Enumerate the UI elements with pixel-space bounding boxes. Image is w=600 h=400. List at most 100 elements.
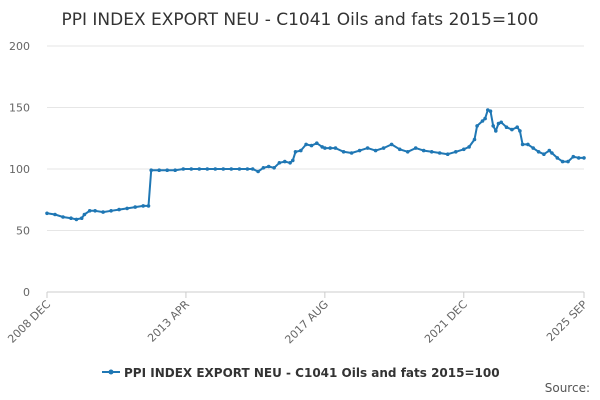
data-point[interactable] bbox=[181, 167, 186, 171]
data-point[interactable] bbox=[141, 204, 145, 208]
data-point[interactable] bbox=[109, 209, 113, 213]
data-point[interactable] bbox=[229, 167, 234, 171]
data-point[interactable] bbox=[349, 151, 354, 155]
legend[interactable]: PPI INDEX EXPORT NEU - C1041 Oils and fa… bbox=[102, 366, 500, 380]
data-point[interactable] bbox=[320, 145, 325, 149]
data-point[interactable] bbox=[197, 167, 202, 171]
data-point[interactable] bbox=[483, 116, 487, 121]
data-point[interactable] bbox=[520, 142, 525, 147]
data-point[interactable] bbox=[496, 121, 501, 126]
data-point[interactable] bbox=[74, 217, 79, 222]
data-point[interactable] bbox=[526, 142, 530, 147]
data-point[interactable] bbox=[256, 169, 260, 174]
data-point[interactable] bbox=[381, 146, 386, 150]
data-point[interactable] bbox=[272, 166, 276, 170]
data-point[interactable] bbox=[571, 154, 576, 159]
data-point[interactable] bbox=[518, 129, 522, 133]
data-point[interactable] bbox=[333, 146, 338, 150]
data-point[interactable] bbox=[576, 156, 581, 160]
data-point[interactable] bbox=[45, 211, 49, 216]
data-point[interactable] bbox=[531, 146, 535, 150]
data-point[interactable] bbox=[472, 137, 477, 142]
data-point[interactable] bbox=[165, 168, 169, 172]
chart-title: PPI INDEX EXPORT NEU - C1041 Oils and fa… bbox=[61, 10, 539, 30]
data-point[interactable] bbox=[205, 167, 210, 171]
data-point[interactable] bbox=[475, 124, 479, 128]
data-point[interactable] bbox=[261, 166, 266, 170]
data-point[interactable] bbox=[79, 216, 84, 220]
data-point[interactable] bbox=[283, 159, 287, 164]
data-point[interactable] bbox=[277, 161, 282, 165]
data-point[interactable] bbox=[69, 216, 73, 220]
data-point[interactable] bbox=[237, 167, 242, 171]
data-point[interactable] bbox=[397, 147, 402, 152]
data-point[interactable] bbox=[555, 156, 560, 160]
data-point[interactable] bbox=[429, 150, 434, 154]
y-tick-label: 200 bbox=[9, 40, 30, 53]
data-point[interactable] bbox=[304, 142, 308, 147]
series-line[interactable] bbox=[46, 109, 584, 221]
data-point[interactable] bbox=[357, 148, 362, 153]
data-point[interactable] bbox=[133, 205, 137, 209]
data-point[interactable] bbox=[421, 148, 426, 153]
legend-label[interactable]: PPI INDEX EXPORT NEU - C1041 Oils and fa… bbox=[124, 366, 500, 380]
data-point[interactable] bbox=[82, 212, 87, 217]
data-point[interactable] bbox=[93, 209, 97, 213]
data-point[interactable] bbox=[266, 164, 271, 169]
data-point[interactable] bbox=[437, 151, 442, 155]
data-point[interactable] bbox=[510, 127, 514, 132]
data-point[interactable] bbox=[542, 152, 546, 156]
data-point[interactable] bbox=[413, 146, 418, 150]
data-point[interactable] bbox=[53, 212, 57, 217]
data-point[interactable] bbox=[61, 215, 65, 219]
data-point[interactable] bbox=[288, 161, 292, 165]
data-point[interactable] bbox=[299, 148, 303, 153]
data-point[interactable] bbox=[405, 150, 410, 154]
data-point[interactable] bbox=[566, 159, 570, 164]
data-point[interactable] bbox=[173, 168, 177, 172]
data-point[interactable] bbox=[221, 167, 226, 171]
data-point[interactable] bbox=[323, 146, 327, 150]
data-point[interactable] bbox=[146, 204, 151, 208]
data-point[interactable] bbox=[157, 168, 161, 172]
data-point[interactable] bbox=[560, 159, 565, 164]
data-point[interactable] bbox=[494, 129, 498, 133]
data-point[interactable] bbox=[486, 108, 490, 112]
data-point[interactable] bbox=[328, 146, 333, 150]
data-point[interactable] bbox=[341, 150, 346, 154]
data-point[interactable] bbox=[488, 109, 493, 113]
gridlines bbox=[47, 45, 584, 293]
data-point[interactable] bbox=[547, 148, 552, 153]
data-point[interactable] bbox=[389, 142, 394, 147]
data-point[interactable] bbox=[149, 168, 153, 172]
y-tick-label: 100 bbox=[9, 163, 30, 176]
data-point[interactable] bbox=[125, 206, 129, 211]
data-point[interactable] bbox=[515, 125, 519, 129]
data-point[interactable] bbox=[365, 146, 370, 150]
data-point[interactable] bbox=[373, 148, 378, 153]
data-point[interactable] bbox=[536, 150, 541, 154]
data-point[interactable] bbox=[582, 156, 586, 160]
data-point[interactable] bbox=[550, 151, 554, 155]
data-point[interactable] bbox=[101, 210, 105, 214]
data-point[interactable] bbox=[480, 119, 485, 123]
data-point[interactable] bbox=[445, 152, 450, 156]
data-point[interactable] bbox=[491, 124, 496, 128]
data-point[interactable] bbox=[315, 141, 319, 145]
data-point[interactable] bbox=[250, 167, 255, 171]
data-point[interactable] bbox=[499, 120, 504, 125]
data-point[interactable] bbox=[454, 150, 458, 154]
data-point[interactable] bbox=[291, 158, 295, 163]
x-tick-label: 2021 DEC bbox=[422, 298, 470, 346]
data-point[interactable] bbox=[213, 167, 218, 171]
data-point[interactable] bbox=[504, 125, 509, 129]
data-point[interactable] bbox=[87, 209, 92, 213]
data-point[interactable] bbox=[189, 167, 194, 171]
data-point[interactable] bbox=[467, 145, 471, 149]
data-point[interactable] bbox=[309, 143, 314, 148]
data-point[interactable] bbox=[117, 207, 121, 212]
data-point[interactable] bbox=[293, 150, 298, 154]
data-point[interactable] bbox=[245, 167, 250, 171]
data-point[interactable] bbox=[462, 147, 466, 152]
